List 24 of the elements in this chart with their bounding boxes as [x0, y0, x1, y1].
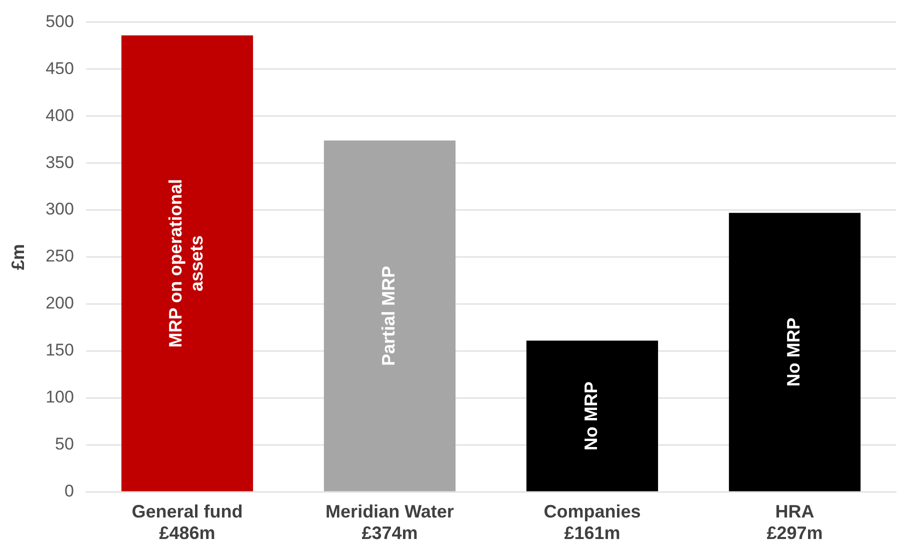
bar — [121, 35, 254, 492]
y-tick-label: 250 — [46, 246, 74, 266]
bar — [526, 340, 658, 492]
y-tick-label: 400 — [46, 106, 74, 125]
bar — [324, 140, 456, 492]
y-axis-title: £m — [8, 244, 28, 270]
y-tick-label: 0 — [64, 481, 74, 500]
x-tick-label: Meridian Water £374m — [326, 502, 454, 544]
x-tick-label: HRA £297m — [766, 502, 823, 544]
bar — [728, 212, 861, 492]
x-tick-label: General fund £486m — [132, 502, 243, 544]
y-tick-label: 100 — [46, 388, 74, 407]
y-tick-label: 500 — [46, 12, 74, 31]
annotation: No MRP — [581, 381, 602, 450]
y-tick-label: 450 — [46, 58, 74, 78]
y-tick-label: 300 — [46, 200, 74, 219]
annotation: No MRP — [784, 318, 804, 387]
y-tick-label: 150 — [46, 340, 74, 360]
annotation: MRP on operational assets — [166, 178, 207, 348]
y-tick-label: 200 — [46, 294, 74, 313]
y-tick-label: 350 — [46, 152, 74, 172]
x-tick-label: Companies £161m — [544, 502, 641, 544]
y-tick-label: 50 — [55, 434, 74, 454]
annotation: Partial MRP — [378, 266, 399, 366]
